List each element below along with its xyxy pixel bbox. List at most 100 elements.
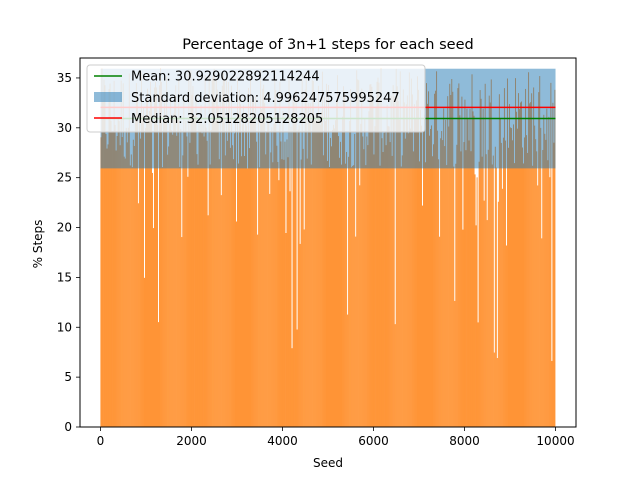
bar bbox=[440, 138, 442, 427]
bar bbox=[129, 165, 131, 427]
bar bbox=[464, 99, 466, 427]
bar bbox=[379, 165, 381, 427]
bar bbox=[155, 81, 156, 427]
bar bbox=[463, 142, 465, 428]
bar bbox=[473, 115, 475, 428]
bar bbox=[353, 165, 355, 427]
bar bbox=[317, 85, 319, 427]
bar bbox=[433, 144, 435, 427]
bar bbox=[219, 93, 221, 427]
bar bbox=[147, 88, 148, 427]
bar bbox=[465, 150, 467, 427]
bar bbox=[128, 73, 130, 428]
bar bbox=[443, 108, 445, 427]
bar bbox=[261, 109, 263, 427]
bar bbox=[272, 162, 274, 427]
bar bbox=[164, 99, 166, 427]
bar bbox=[472, 111, 474, 428]
bar bbox=[459, 115, 461, 427]
bar bbox=[341, 164, 342, 427]
bar bbox=[399, 71, 401, 428]
y-axis-label: % Steps bbox=[31, 220, 45, 269]
bar bbox=[331, 146, 332, 427]
bar bbox=[156, 87, 157, 427]
bar bbox=[520, 102, 521, 428]
bar bbox=[137, 203, 139, 427]
bar bbox=[172, 134, 174, 428]
bar bbox=[509, 104, 510, 428]
bar bbox=[380, 68, 382, 428]
bar bbox=[220, 195, 222, 427]
bar bbox=[512, 140, 513, 427]
bar bbox=[152, 172, 153, 427]
bar bbox=[133, 145, 135, 427]
bar bbox=[367, 145, 369, 427]
bar bbox=[229, 147, 231, 427]
bar bbox=[547, 160, 549, 427]
bar bbox=[500, 142, 502, 427]
bar bbox=[278, 180, 280, 427]
bar bbox=[102, 100, 104, 427]
bar bbox=[392, 85, 394, 427]
bar bbox=[312, 80, 314, 427]
x-tick-label: 8000 bbox=[449, 434, 480, 448]
bar bbox=[522, 147, 523, 428]
bar bbox=[197, 164, 199, 427]
bar bbox=[111, 131, 113, 427]
bar bbox=[281, 159, 283, 427]
bar bbox=[314, 113, 316, 427]
bar bbox=[231, 145, 233, 427]
bar bbox=[114, 124, 116, 427]
bar bbox=[363, 149, 365, 427]
bar bbox=[316, 119, 318, 427]
bar bbox=[355, 236, 357, 427]
bar bbox=[120, 80, 122, 427]
bar bbox=[203, 136, 205, 427]
bar bbox=[276, 145, 278, 427]
bar bbox=[305, 71, 307, 427]
bar bbox=[435, 90, 437, 427]
bar bbox=[348, 156, 350, 427]
bar bbox=[210, 129, 212, 428]
bar bbox=[441, 131, 443, 427]
bar bbox=[205, 127, 207, 427]
bar bbox=[554, 89, 556, 427]
bar bbox=[328, 84, 329, 428]
bar bbox=[233, 133, 235, 427]
bar bbox=[386, 104, 388, 427]
bar bbox=[230, 85, 232, 428]
bar bbox=[262, 88, 264, 427]
bar bbox=[525, 88, 527, 428]
bar bbox=[226, 140, 228, 427]
bar bbox=[135, 83, 137, 427]
bar bbox=[116, 136, 118, 427]
bar bbox=[461, 96, 463, 427]
bar bbox=[310, 164, 312, 428]
bar bbox=[442, 140, 444, 427]
bar bbox=[404, 138, 406, 427]
bar bbox=[437, 130, 439, 427]
bar bbox=[410, 78, 412, 427]
bar bbox=[295, 90, 297, 428]
bar bbox=[333, 124, 334, 428]
bar bbox=[455, 163, 457, 428]
bar bbox=[136, 97, 138, 427]
bar bbox=[400, 166, 402, 427]
bar bbox=[269, 193, 271, 427]
bar bbox=[275, 90, 277, 427]
x-axis-label: Seed bbox=[313, 456, 343, 470]
bar bbox=[376, 81, 378, 427]
bar bbox=[227, 82, 229, 428]
bar bbox=[541, 238, 543, 427]
bar bbox=[478, 161, 480, 427]
bar bbox=[100, 137, 102, 428]
y-tick-label: 25 bbox=[57, 171, 72, 185]
bar bbox=[145, 127, 146, 427]
bar bbox=[190, 70, 192, 427]
bar bbox=[344, 93, 346, 428]
bar bbox=[483, 200, 485, 427]
bar bbox=[388, 126, 390, 427]
bar bbox=[119, 145, 121, 428]
bar bbox=[245, 112, 246, 428]
bar bbox=[553, 142, 555, 427]
